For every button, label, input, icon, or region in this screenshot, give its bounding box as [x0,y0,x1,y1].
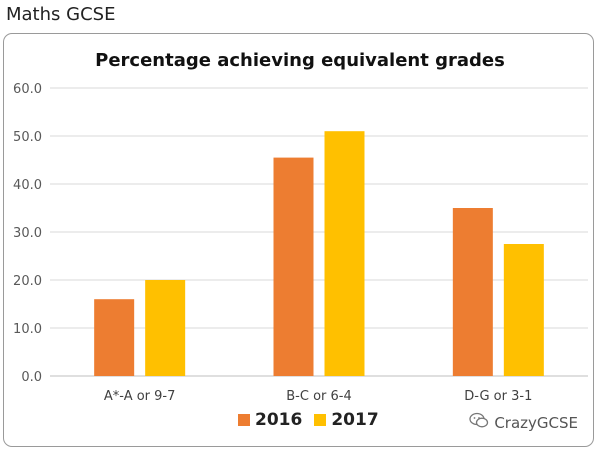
bar-2016-0 [94,299,135,376]
bar-2017-1 [324,131,365,376]
wechat-icon [469,412,489,433]
bar-2017-0 [145,280,186,376]
x-tick-label: D-G or 3-1 [464,389,532,404]
legend: 2016 2017 [238,410,391,430]
legend-label-2016: 2016 [255,410,303,430]
legend-label-2017: 2017 [331,410,379,430]
bar-2016-1 [273,157,314,376]
y-tick-label: 40.0 [13,178,42,193]
legend-item-2017: 2017 [314,410,379,430]
watermark-text: CrazyGCSE [494,413,578,432]
watermark: CrazyGCSE [469,412,578,433]
legend-swatch-2017 [314,414,327,426]
y-tick-label: 60.0 [13,82,42,97]
bar-2017-2 [503,244,544,376]
legend-item-2016: 2016 [238,410,302,430]
y-tick-label: 10.0 [13,322,42,337]
y-tick-label: 30.0 [13,226,42,241]
x-tick-label: B-C or 6-4 [286,389,351,404]
legend-swatch-2016 [238,414,250,426]
bar-2016-2 [452,208,493,376]
x-tick-label: A*-A or 9-7 [104,389,176,404]
y-tick-label: 0.0 [21,370,42,385]
y-tick-label: 50.0 [13,130,42,145]
y-tick-label: 20.0 [13,274,42,289]
page-heading: Maths GCSE [6,4,116,25]
chart-title: Percentage achieving equivalent grades [95,50,505,71]
